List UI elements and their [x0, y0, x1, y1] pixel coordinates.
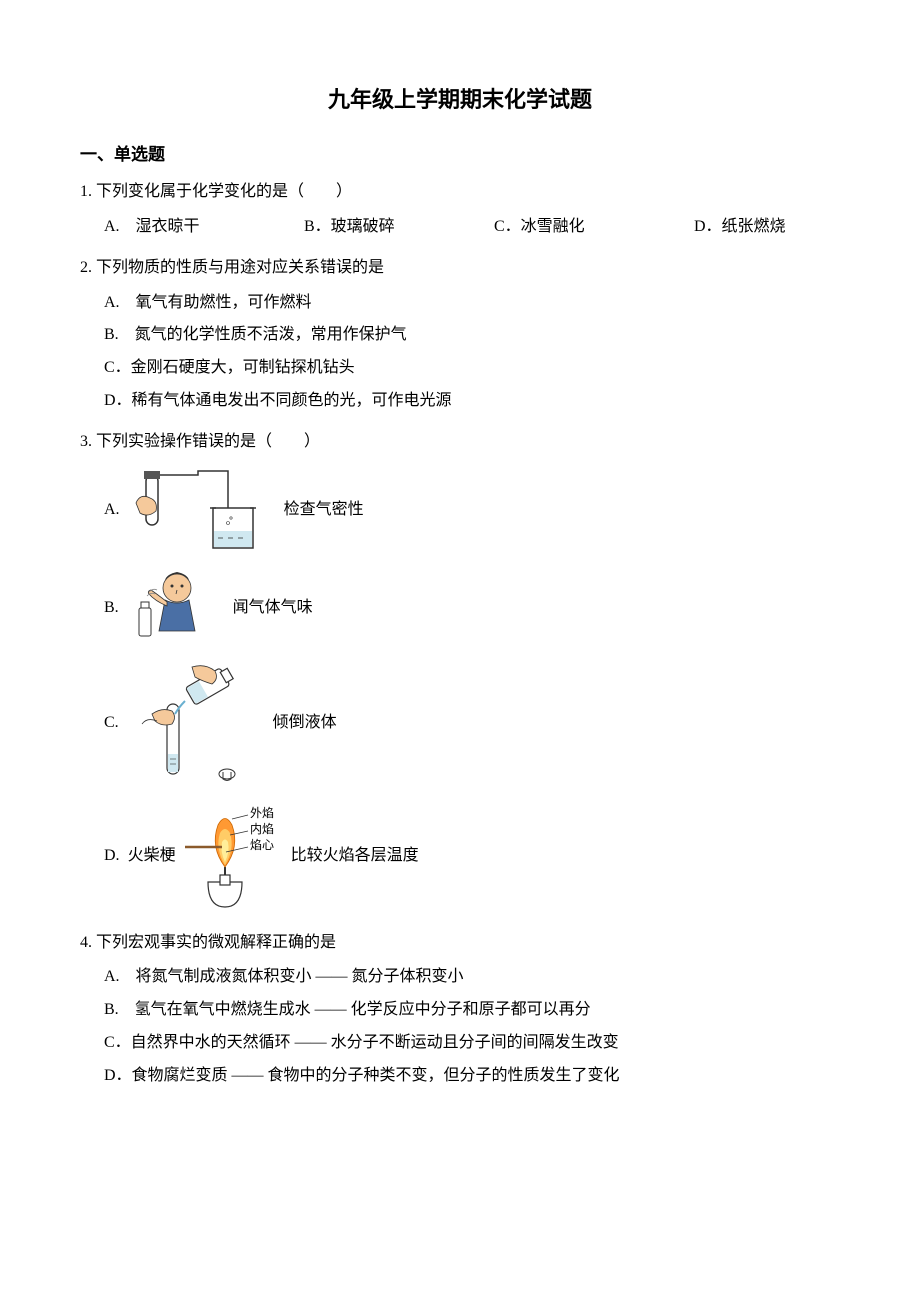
- q3-c-letter: C.: [104, 709, 119, 738]
- q3-stem: 下列实验操作错误的是（ ）: [96, 433, 320, 450]
- q1-option-d: D．纸张燃烧: [694, 213, 840, 242]
- q1-number: 1.: [80, 183, 92, 200]
- q1-stem: 下列变化属于化学变化的是（ ）: [96, 183, 352, 200]
- exam-title: 九年级上学期期末化学试题: [80, 80, 840, 120]
- q1-option-a: A. 湿衣晾干: [104, 213, 304, 242]
- q4-stem: 下列宏观事实的微观解释正确的是: [96, 934, 336, 951]
- q1-option-c: C．冰雪融化: [494, 213, 694, 242]
- q3-d-caption: 比较火焰各层温度: [291, 842, 419, 871]
- flame-label-outer: 外焰: [250, 805, 274, 820]
- q2-option-c: C．金刚石硬度大，可制钻探机钻头: [104, 354, 840, 383]
- q3-d-letter: D.: [104, 842, 120, 871]
- question-3: 3. 下列实验操作错误的是（ ） A.: [80, 428, 840, 917]
- q2-option-b: B. 氮气的化学性质不活泼，常用作保护气: [104, 321, 840, 350]
- q3-option-b: B.: [80, 566, 840, 651]
- q3-a-caption: 检查气密性: [284, 496, 364, 525]
- q3-a-figure-icon: [128, 463, 268, 558]
- flame-label-core: 焰心: [250, 837, 274, 852]
- q4-option-a: A. 将氮气制成液氮体积变小 —— 氮分子体积变小: [104, 963, 840, 992]
- q3-number: 3.: [80, 433, 92, 450]
- q3-d-figure-icon: 外焰 内焰 焰心: [180, 797, 275, 917]
- q3-c-figure-icon: [127, 659, 257, 789]
- q4-option-b: B. 氢气在氧气中燃烧生成水 —— 化学反应中分子和原子都可以再分: [104, 996, 840, 1025]
- q1-option-b: B．玻璃破碎: [304, 213, 494, 242]
- q3-b-letter: B.: [104, 594, 119, 623]
- q2-stem: 下列物质的性质与用途对应关系错误的是: [96, 259, 384, 276]
- q4-option-c: C．自然界中水的天然循环 —— 水分子不断运动且分子间的间隔发生改变: [104, 1029, 840, 1058]
- q3-b-figure-icon: [127, 566, 217, 651]
- q3-option-c: C.: [80, 659, 840, 789]
- q3-c-caption: 倾倒液体: [273, 709, 337, 738]
- q2-option-a: A. 氧气有助燃性，可作燃料: [104, 289, 840, 318]
- question-2: 2. 下列物质的性质与用途对应关系错误的是 A. 氧气有助燃性，可作燃料 B. …: [80, 254, 840, 416]
- q3-a-letter: A.: [104, 496, 120, 525]
- q3-option-a: A.: [80, 463, 840, 558]
- flame-label-inner: 内焰: [250, 821, 274, 836]
- section-header: 一、单选题: [80, 140, 840, 171]
- q3-b-caption: 闻气体气味: [233, 594, 313, 623]
- q3-option-d: D. 火柴梗 外焰: [80, 797, 840, 917]
- q2-option-d: D．稀有气体通电发出不同颜色的光，可作电光源: [104, 387, 840, 416]
- question-1: 1. 下列变化属于化学变化的是（ ） A. 湿衣晾干 B．玻璃破碎 C．冰雪融化…: [80, 178, 840, 242]
- question-4: 4. 下列宏观事实的微观解释正确的是 A. 将氮气制成液氮体积变小 —— 氮分子…: [80, 929, 840, 1091]
- q2-number: 2.: [80, 259, 92, 276]
- q4-option-d: D．食物腐烂变质 —— 食物中的分子种类不变，但分子的性质发生了变化: [104, 1062, 840, 1091]
- q4-number: 4.: [80, 934, 92, 951]
- q3-d-prefix: 火柴梗: [128, 842, 176, 871]
